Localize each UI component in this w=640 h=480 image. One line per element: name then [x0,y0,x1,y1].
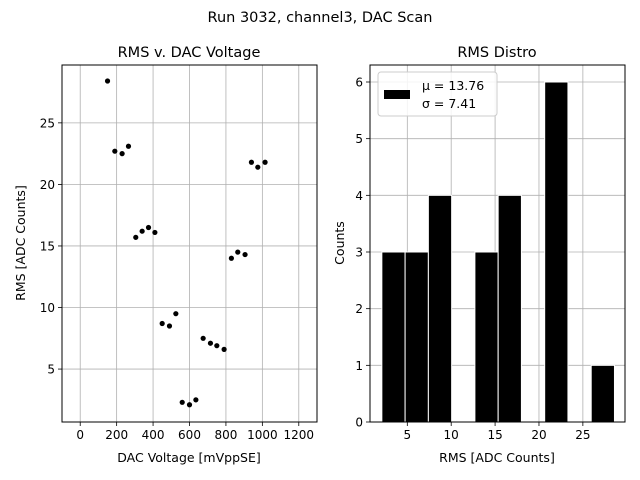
histogram-ytick-label: 2 [355,302,363,316]
scatter-ytick-label: 25 [40,116,55,130]
scatter-point [152,229,158,236]
histogram-ytick-label: 0 [355,416,363,430]
scatter-xtick-label: 800 [214,428,237,442]
histogram-bar [497,194,522,423]
scatter-point [145,224,152,231]
scatter-xtick-label: 1000 [247,428,278,442]
scatter-panel: RMS v. DAC Voltage 0 200 400 600 800 1000 1200… [13,45,318,465]
figure-title: Run 3032, channel3, DAC Scan [208,10,433,26]
scatter-xtick-label: 1200 [284,428,315,442]
scatter-points [104,78,268,408]
histogram-bar [474,251,499,423]
histogram-bar [427,194,453,423]
scatter-xtick-label: 400 [142,428,165,442]
histogram-legend: μ = 13.76 σ = 7.41 [377,71,498,117]
scatter-point [193,397,199,403]
scatter-point [112,148,118,154]
histogram-xtick-label: 25 [575,428,590,442]
histogram-ytick-label: 1 [355,359,363,373]
histogram-bar [590,364,615,423]
scatter-ticks: 0 200 400 600 800 1000 1200 5 10 15 20 25 [40,116,314,442]
scatter-point [133,234,139,240]
scatter-point [125,143,132,149]
scatter-ytick-label: 5 [47,363,55,377]
scatter-xlabel: DAC Voltage [mVppSE] [117,450,260,465]
scatter-point [200,335,206,341]
scatter-point [166,323,173,329]
scatter-point [262,159,268,165]
scatter-point [248,159,255,165]
scatter-point [139,228,145,234]
scatter-point [235,249,241,255]
scatter-ytick-label: 15 [40,239,55,253]
scatter-grid [62,65,317,422]
scatter-ytick-label: 20 [40,178,55,192]
histogram-xlabel: RMS [ADC Counts] [439,450,555,465]
scatter-point [255,164,261,170]
histogram-xtick-label: 5 [403,428,411,442]
scatter-point [242,251,248,258]
legend-mu-text: μ = 13.76 [422,78,484,93]
scatter-point [173,311,179,317]
histogram-title: RMS Distro [457,45,536,61]
histogram-xtick-label: 15 [487,428,502,442]
scatter-xtick-label: 200 [105,428,128,442]
legend-swatch [384,90,410,99]
histogram-ytick-label: 5 [355,132,363,146]
scatter-point [221,346,227,352]
histogram-ytick-label: 6 [355,76,363,90]
histogram-xtick-label: 20 [531,428,546,442]
histogram-ytick-label: 4 [355,189,363,203]
histogram-ytick-label: 3 [355,246,363,260]
histogram-ylabel: Counts [332,221,347,265]
legend-box [377,71,498,117]
scatter-point [214,343,220,349]
histogram-axes-frame [369,64,626,423]
scatter-point [186,402,193,408]
legend-sigma-text: σ = 7.41 [422,96,476,111]
scatter-title: RMS v. DAC Voltage [118,45,261,61]
scatter-point [207,340,214,346]
histogram-bar [544,81,569,423]
scatter-point [159,320,165,327]
histogram-bar [381,251,406,423]
scatter-ylabel: RMS [ADC Counts] [13,185,28,301]
scatter-xtick-label: 0 [76,428,84,442]
histogram-xtick-label: 10 [444,428,459,442]
scatter-point [228,255,234,261]
histogram-ticks: 5 10 15 20 25 0 1 2 3 4 5 6 [355,76,590,443]
scatter-point [119,151,125,157]
histogram-panel: RMS Distro 5 10 15 20 25 0 1 2 3 4 5 6 RMS [ADC Cou… [332,45,626,465]
scatter-xtick-label: 600 [178,428,201,442]
scatter-ytick-label: 10 [40,301,55,315]
scatter-point [179,399,185,405]
histogram-bar [404,251,429,423]
scatter-point [104,78,111,84]
